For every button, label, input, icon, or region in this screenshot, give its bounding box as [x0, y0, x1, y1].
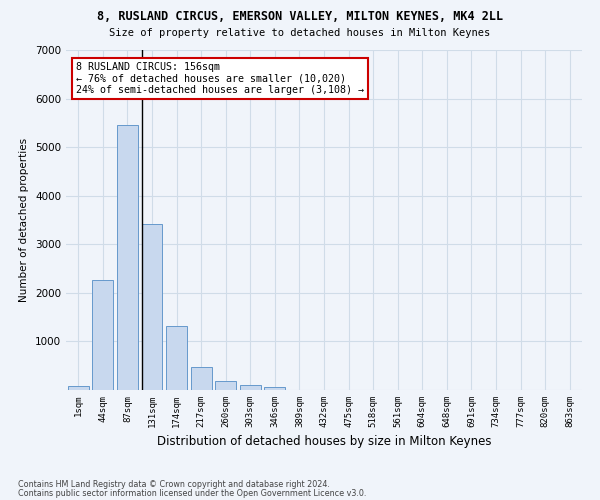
Text: 8, RUSLAND CIRCUS, EMERSON VALLEY, MILTON KEYNES, MK4 2LL: 8, RUSLAND CIRCUS, EMERSON VALLEY, MILTO… [97, 10, 503, 23]
Bar [92, 280, 113, 390]
Bar [240, 386, 261, 390]
Text: Size of property relative to detached houses in Milton Keynes: Size of property relative to detached ho… [109, 28, 491, 38]
Text: Contains HM Land Registry data © Crown copyright and database right 2024.: Contains HM Land Registry data © Crown c… [18, 480, 330, 489]
X-axis label: Distribution of detached houses by size in Milton Keynes: Distribution of detached houses by size … [157, 436, 491, 448]
Text: Contains public sector information licensed under the Open Government Licence v3: Contains public sector information licen… [18, 489, 367, 498]
Bar [68, 386, 89, 390]
Bar [142, 224, 163, 390]
Y-axis label: Number of detached properties: Number of detached properties [19, 138, 29, 302]
Text: 8 RUSLAND CIRCUS: 156sqm
← 76% of detached houses are smaller (10,020)
24% of se: 8 RUSLAND CIRCUS: 156sqm ← 76% of detach… [76, 62, 364, 95]
Bar [265, 388, 286, 390]
Bar [166, 326, 187, 390]
Bar [117, 125, 138, 390]
Bar [215, 381, 236, 390]
Bar [191, 366, 212, 390]
